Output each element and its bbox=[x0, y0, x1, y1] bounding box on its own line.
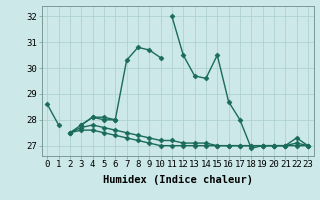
X-axis label: Humidex (Indice chaleur): Humidex (Indice chaleur) bbox=[103, 175, 252, 185]
